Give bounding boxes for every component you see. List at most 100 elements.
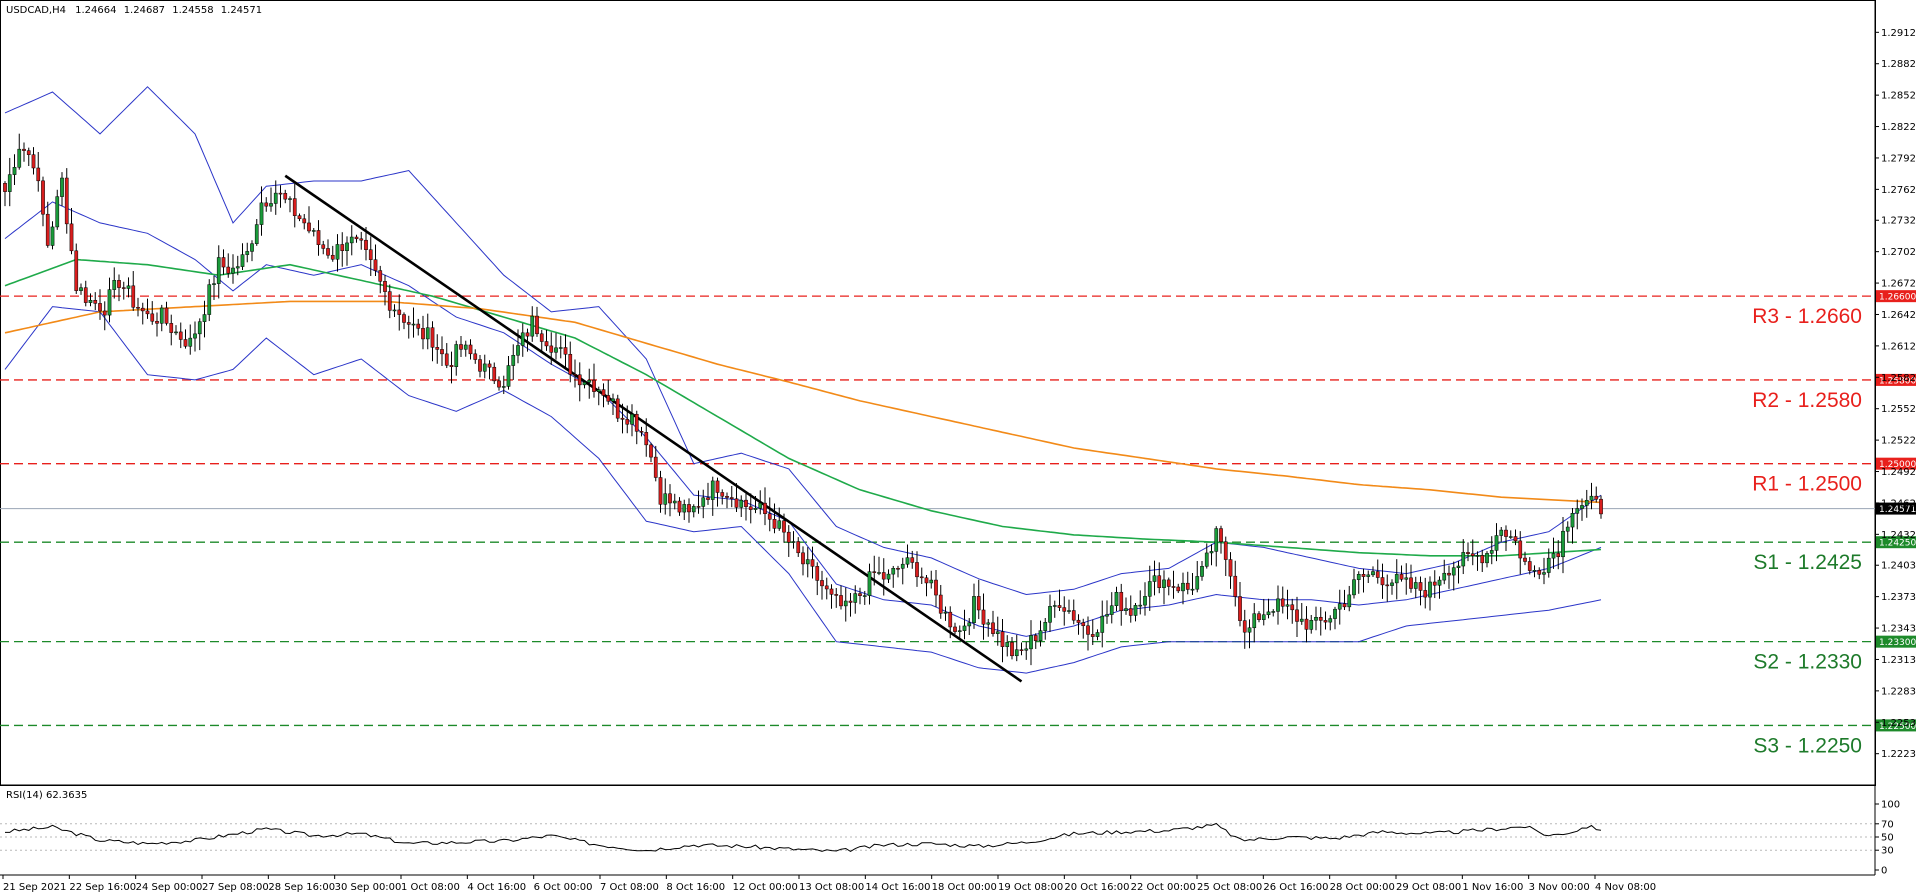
- candle-body: [663, 493, 668, 505]
- candle-body: [411, 323, 416, 326]
- level-price-tag: [1876, 719, 1916, 732]
- candle-body: [1276, 598, 1280, 612]
- candle-body: [957, 630, 962, 632]
- candle-body: [1513, 536, 1518, 542]
- candle-body: [573, 374, 577, 376]
- candle-body: [981, 609, 986, 625]
- candle-body: [1494, 535, 1499, 551]
- time-tick-label: 20 Oct 16:00: [1064, 882, 1129, 893]
- rsi-header: RSI(14) 62.3635: [6, 790, 87, 801]
- candle-body: [1499, 529, 1504, 536]
- candle-body: [269, 203, 273, 207]
- indicator-line: [4, 306, 1602, 674]
- time-tick-label: 21 Sep 2021: [3, 882, 66, 893]
- candle-body: [525, 332, 530, 337]
- candle-body: [1057, 605, 1062, 608]
- candle-body: [1551, 553, 1556, 559]
- candle-body: [715, 480, 720, 493]
- candle-body: [1219, 528, 1223, 542]
- candle-body: [577, 374, 582, 386]
- candle-body: [501, 386, 506, 388]
- candle-body: [1200, 566, 1204, 577]
- candle-body: [786, 531, 791, 543]
- candle-body: [449, 365, 454, 367]
- level-price-tag: [1876, 457, 1916, 470]
- candle-body: [221, 257, 226, 268]
- candle-body: [473, 353, 478, 360]
- candle-body: [535, 315, 539, 335]
- candle-body: [815, 566, 820, 581]
- candle-body: [1480, 555, 1485, 564]
- candle-body: [31, 154, 36, 169]
- candle-body: [1029, 635, 1033, 650]
- candle-body: [1033, 635, 1038, 641]
- price-tick-label: 1.23430: [1881, 624, 1916, 635]
- candle-body: [1413, 582, 1418, 589]
- price-tick-label: 1.28820: [1881, 59, 1916, 70]
- candle-body: [1366, 574, 1371, 577]
- candle-body: [948, 611, 953, 628]
- candle-body: [658, 477, 663, 505]
- candle-body: [1390, 582, 1394, 586]
- candle-body: [1052, 605, 1057, 607]
- candle-body: [435, 347, 440, 350]
- candle-body: [1442, 572, 1447, 581]
- candle-body: [1371, 571, 1375, 576]
- price-tick-label: 1.27920: [1881, 153, 1916, 164]
- candle-body: [1157, 575, 1162, 588]
- price-tick-label: 1.26725: [1881, 279, 1916, 290]
- candle-body: [1356, 574, 1361, 580]
- candle-body: [207, 284, 212, 315]
- level-price-tag-text: 1.25000: [1879, 460, 1916, 470]
- candle-body: [900, 563, 905, 569]
- candle-body: [36, 167, 41, 182]
- candle-body: [392, 309, 397, 312]
- candle-body: [1266, 611, 1271, 616]
- candle-body: [511, 354, 516, 366]
- candle-body: [1570, 513, 1575, 528]
- candle-body: [782, 520, 786, 533]
- candle-body: [326, 248, 330, 256]
- time-tick-label: 25 Oct 08:00: [1197, 882, 1262, 893]
- candle-body: [848, 600, 853, 603]
- candle-body: [1019, 649, 1024, 651]
- candle-body: [967, 622, 972, 627]
- candle-body: [891, 568, 896, 575]
- symbol-header: USDCAD,H4 1.24664 1.24687 1.24558 1.2457…: [6, 5, 262, 16]
- candle-body: [1147, 581, 1152, 597]
- price-tick-label: 1.26425: [1881, 310, 1916, 321]
- time-tick-label: 24 Sep 00:00: [136, 882, 203, 893]
- candle-body: [454, 344, 459, 367]
- candle-body: [1537, 570, 1542, 575]
- candle-body: [839, 595, 843, 607]
- candle-body: [929, 579, 934, 584]
- candle-body: [212, 283, 216, 285]
- candle-body: [1399, 574, 1404, 580]
- candle-body: [1048, 606, 1052, 623]
- candle-body: [1171, 586, 1176, 588]
- candle-body: [1518, 540, 1523, 559]
- level-price-tag-text: 1.24250: [1879, 539, 1916, 549]
- candle-body: [962, 625, 967, 631]
- candle-body: [278, 192, 283, 195]
- candle-body: [1594, 495, 1599, 500]
- candle-body: [98, 303, 102, 312]
- level-price-tag-text: 1.22500: [1879, 722, 1916, 732]
- candle-body: [1257, 613, 1261, 620]
- candle-body: [877, 572, 881, 574]
- candle-body: [121, 287, 126, 289]
- candle-body: [1309, 620, 1314, 630]
- candle-body: [691, 506, 696, 513]
- time-tick-label: 12 Oct 00:00: [733, 882, 798, 893]
- candle-body: [1024, 648, 1029, 651]
- candle-body: [478, 359, 482, 372]
- candle-body: [406, 322, 411, 325]
- candle-body: [710, 480, 715, 500]
- candle-body: [150, 313, 155, 322]
- price-tick-label: 1.25225: [1881, 436, 1916, 447]
- candle-body: [791, 541, 796, 543]
- price-tick-label: 1.27620: [1881, 185, 1916, 196]
- candle-body: [155, 320, 159, 324]
- candle-body: [1038, 630, 1043, 641]
